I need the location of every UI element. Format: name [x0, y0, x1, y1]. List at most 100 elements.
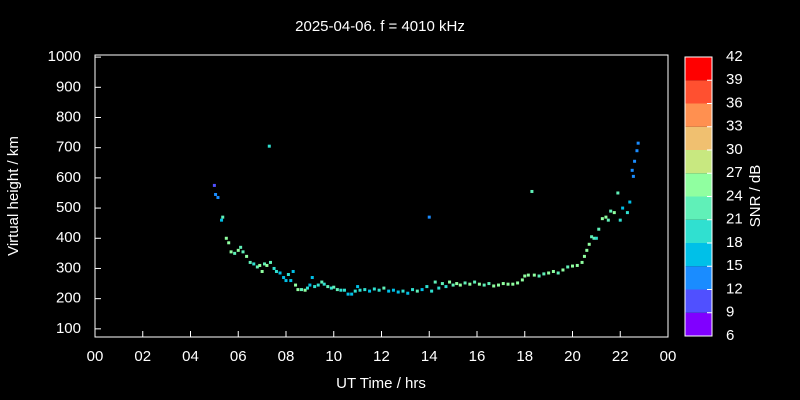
- point: [537, 274, 541, 278]
- point: [592, 236, 596, 240]
- point: [294, 283, 298, 287]
- point: [353, 289, 357, 293]
- point: [396, 290, 400, 294]
- colorbar-tick-label: 42: [726, 48, 743, 65]
- colorbar-band: [685, 173, 712, 197]
- point: [468, 282, 472, 286]
- point: [356, 285, 360, 289]
- x-tick-label: 16: [469, 348, 486, 365]
- point: [236, 248, 240, 252]
- point: [606, 218, 610, 222]
- colorbar-tick-label: 24: [726, 187, 743, 204]
- point: [530, 189, 534, 193]
- point: [401, 289, 405, 293]
- colorbar-tick-label: 9: [726, 304, 734, 321]
- point: [523, 274, 527, 278]
- x-axis-label: UT Time / hrs: [336, 375, 426, 392]
- point: [305, 286, 309, 290]
- point: [477, 282, 481, 286]
- point: [580, 260, 584, 264]
- colorbar-band: [685, 219, 712, 243]
- y-tick-label: 500: [56, 199, 81, 216]
- x-tick-label: 20: [564, 348, 581, 365]
- point: [387, 289, 391, 293]
- point: [326, 285, 330, 289]
- point: [368, 289, 372, 293]
- x-tick-label: 14: [421, 348, 438, 365]
- colorbar-tick-label: 15: [726, 257, 743, 274]
- colorbar-tick-label: 21: [726, 211, 743, 228]
- colorbar-tick-label: 36: [726, 94, 743, 111]
- point: [425, 285, 429, 289]
- point: [300, 288, 304, 292]
- point: [342, 288, 346, 292]
- point: [532, 273, 536, 277]
- y-tick-label: 400: [56, 229, 81, 246]
- point: [241, 250, 245, 254]
- point: [631, 174, 635, 178]
- point: [609, 209, 613, 213]
- point: [600, 217, 604, 221]
- point: [551, 269, 555, 273]
- point: [227, 241, 231, 245]
- point: [411, 288, 415, 292]
- point: [621, 206, 625, 210]
- x-tick-label: 10: [325, 348, 342, 365]
- point: [224, 236, 228, 240]
- colorbar-band: [685, 289, 712, 313]
- point: [440, 282, 444, 286]
- point: [636, 141, 640, 145]
- x-tick-label: 12: [373, 348, 390, 365]
- point: [258, 263, 262, 267]
- point: [448, 280, 452, 284]
- point: [633, 159, 637, 163]
- point: [245, 254, 249, 258]
- plot-frame: [94, 54, 669, 338]
- colorbar-band: [685, 266, 712, 290]
- point: [310, 276, 314, 280]
- y-tick-label: 900: [56, 78, 81, 95]
- point: [526, 273, 530, 277]
- point: [630, 168, 634, 172]
- point: [437, 286, 441, 290]
- point: [303, 288, 307, 292]
- y-tick-label: 700: [56, 139, 81, 156]
- x-tick-label: 08: [278, 348, 295, 365]
- point: [585, 248, 589, 252]
- point: [571, 264, 574, 268]
- x-tick-label: 02: [134, 348, 151, 365]
- point: [316, 283, 320, 287]
- x-tick-label: 00: [87, 348, 104, 365]
- point: [625, 211, 629, 215]
- point: [382, 286, 386, 290]
- point: [291, 269, 295, 273]
- point: [547, 271, 551, 275]
- point: [433, 280, 437, 284]
- point: [313, 285, 317, 289]
- point: [542, 272, 546, 276]
- point: [282, 276, 286, 280]
- point: [458, 283, 462, 287]
- colorbar-band: [685, 57, 712, 81]
- point: [594, 236, 598, 240]
- point: [220, 218, 224, 222]
- point: [444, 285, 448, 289]
- y-axis-label: Virtual height / km: [5, 136, 22, 256]
- y-tick-label: 100: [56, 320, 81, 337]
- x-tick-label: 04: [182, 348, 199, 365]
- colorbar-band: [685, 312, 712, 336]
- point: [575, 263, 579, 267]
- point: [372, 287, 376, 291]
- point: [455, 282, 459, 286]
- point: [561, 268, 565, 272]
- point: [267, 144, 271, 148]
- point: [511, 282, 515, 286]
- point: [346, 292, 350, 296]
- point: [597, 227, 601, 231]
- point: [268, 260, 272, 264]
- point: [587, 242, 591, 246]
- colorbar-band: [685, 80, 712, 104]
- point: [358, 288, 362, 292]
